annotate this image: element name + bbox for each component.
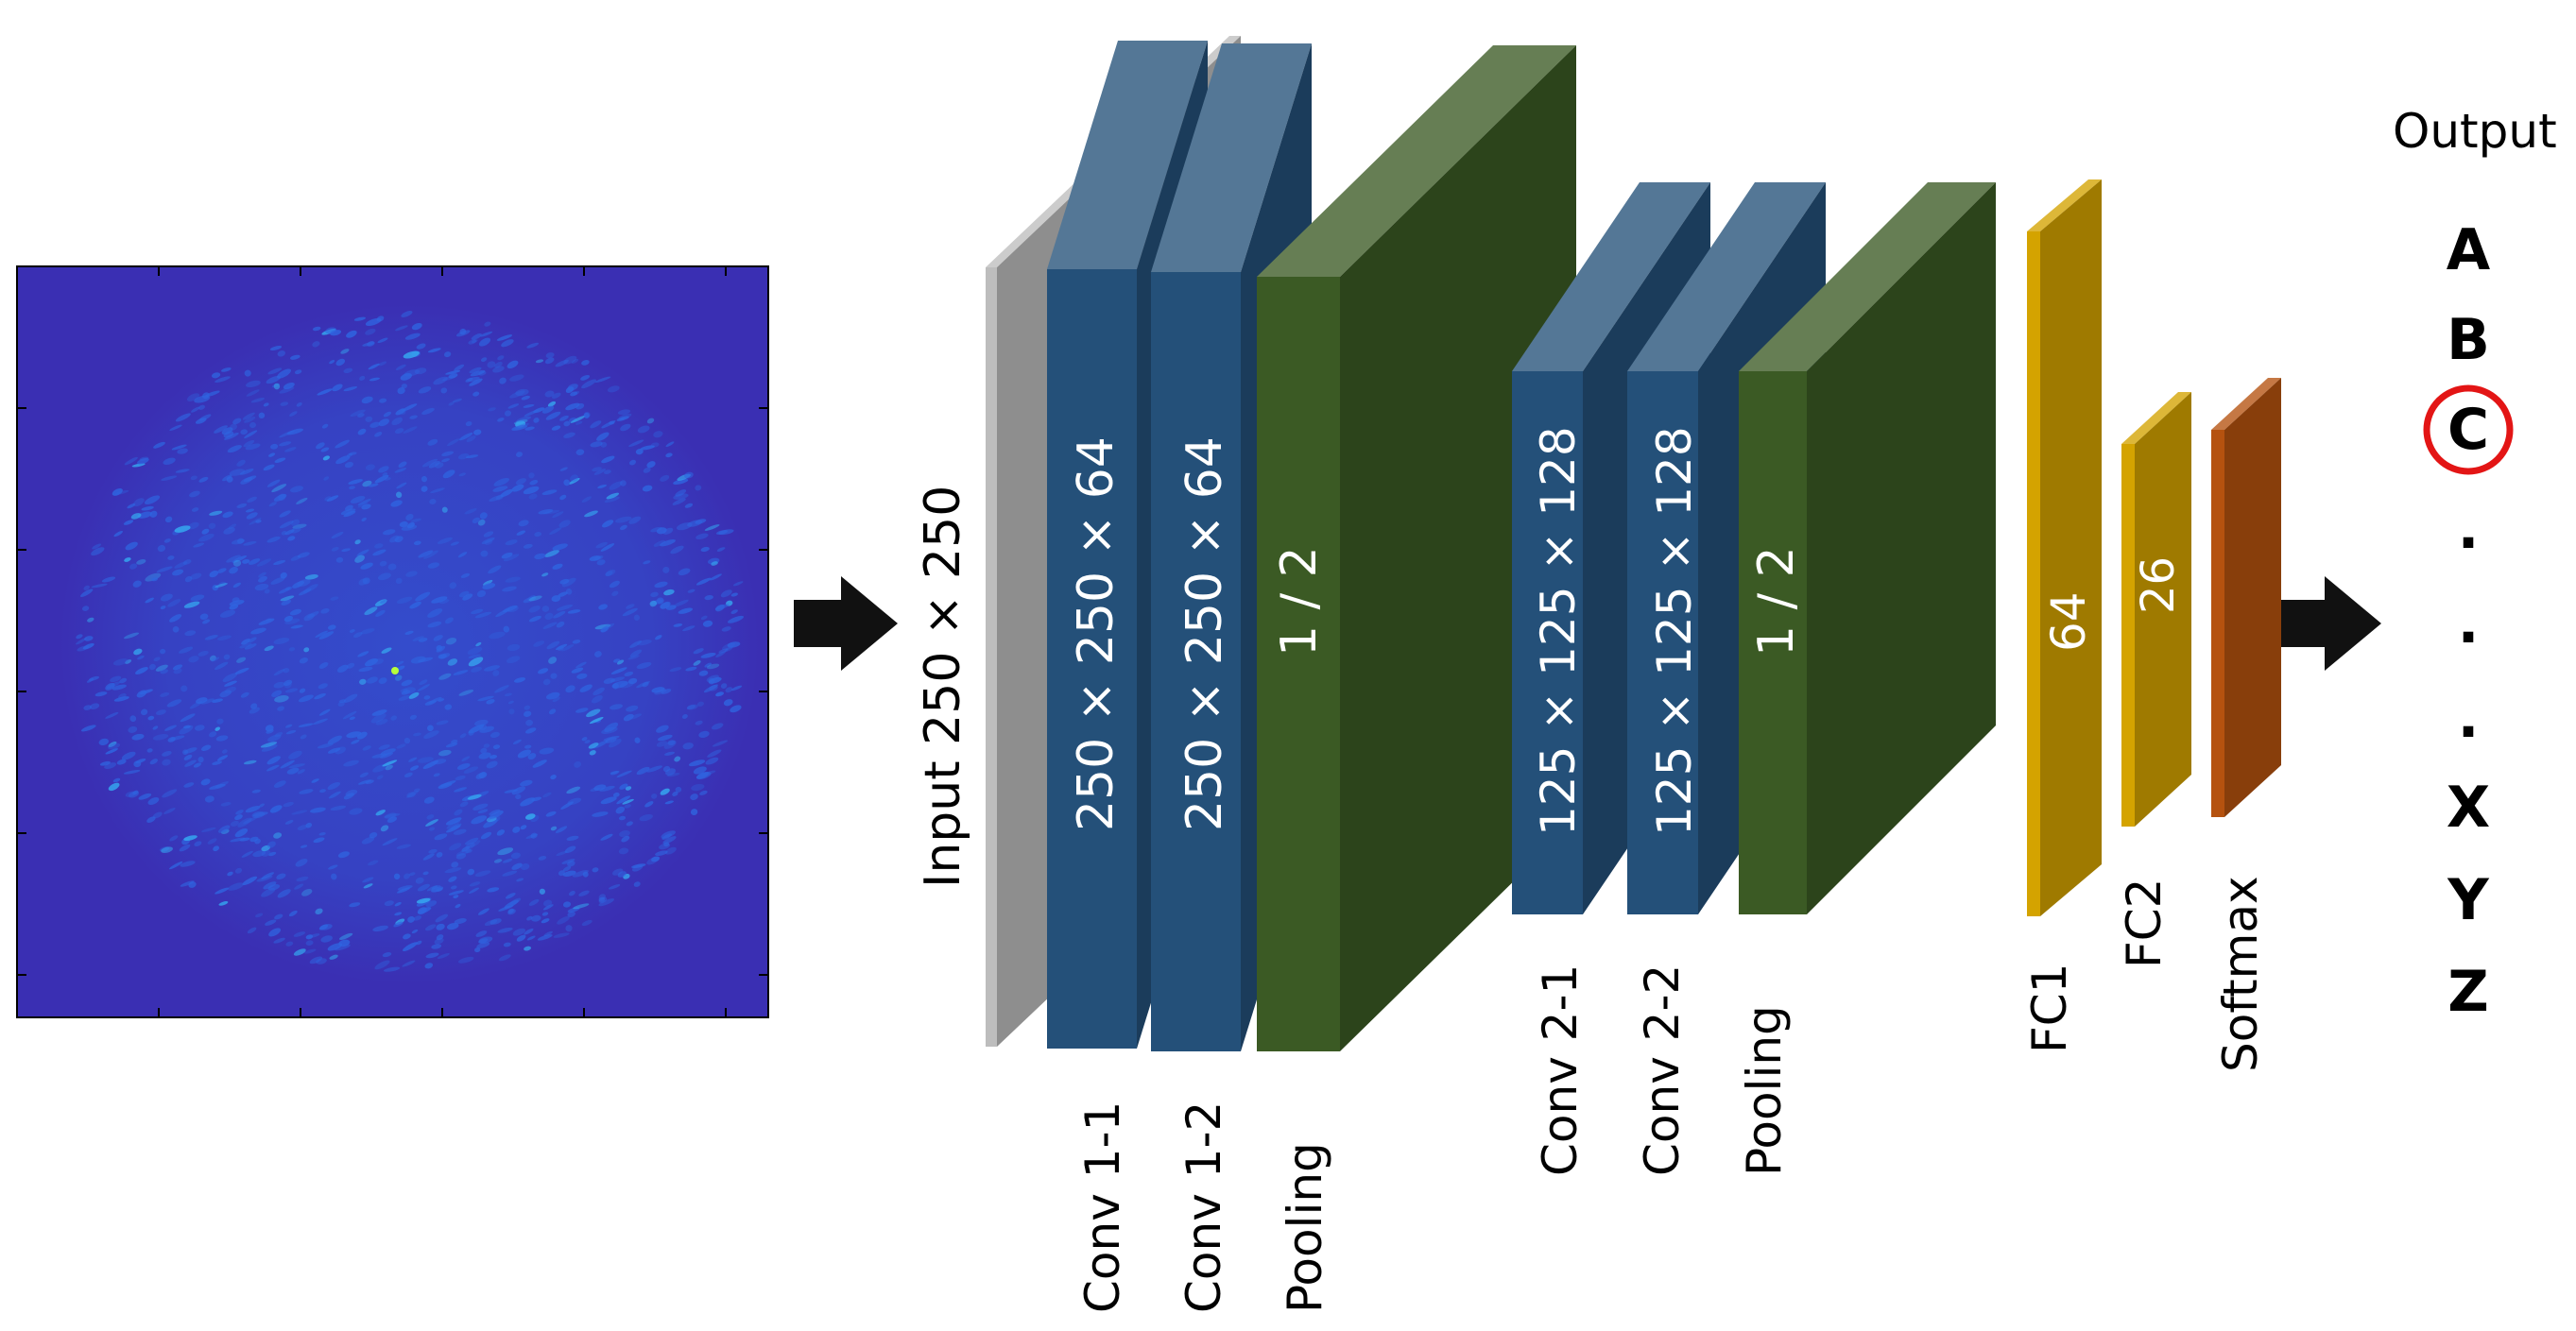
label-pool2: Pooling bbox=[1737, 1005, 1792, 1176]
label-conv2-1: Conv 2-1 bbox=[1533, 964, 1588, 1176]
input-image-speckle bbox=[76, 311, 745, 972]
label-pool1: Pooling bbox=[1278, 1142, 1332, 1313]
output-letter-3: . bbox=[2457, 496, 2480, 562]
pool2-ratio: 1 / 2 bbox=[1748, 546, 1805, 657]
conv2-1-dims: 125 × 125 × 128 bbox=[1531, 426, 1586, 836]
input-size-label: Input 250 × 250 bbox=[915, 485, 971, 888]
conv2-2-dims: 125 × 125 × 128 bbox=[1647, 426, 1702, 836]
pool1-ratio: 1 / 2 bbox=[1271, 546, 1328, 657]
fc2-size: 26 bbox=[2132, 555, 2185, 614]
output-letter-4: . bbox=[2457, 590, 2480, 657]
label-fc2: FC2 bbox=[2117, 878, 2172, 968]
input-image-hotspot bbox=[391, 667, 399, 674]
arrow-input-to-network bbox=[794, 576, 898, 671]
output-letter-7: Y bbox=[2447, 867, 2489, 933]
output-letter-6: X bbox=[2446, 775, 2491, 841]
fc1-size: 64 bbox=[2041, 591, 2096, 652]
output-letter-5: . bbox=[2457, 685, 2480, 751]
input-image-disc bbox=[60, 304, 759, 984]
output-letter-1: B bbox=[2447, 307, 2490, 373]
output-letter-8: Z bbox=[2447, 959, 2489, 1025]
conv1-1-dims: 250 × 250 × 64 bbox=[1068, 436, 1125, 831]
output-letter-2: C bbox=[2447, 397, 2490, 463]
output-letter-0: A bbox=[2446, 217, 2491, 283]
label-conv1-1: Conv 1-1 bbox=[1075, 1101, 1130, 1313]
output-selected-ring bbox=[2423, 384, 2514, 475]
label-fc1: FC1 bbox=[2022, 963, 2077, 1053]
label-conv1-2: Conv 1-2 bbox=[1176, 1101, 1231, 1313]
label-softmax: Softmax bbox=[2213, 876, 2268, 1072]
arrow-network-to-output bbox=[2277, 576, 2381, 671]
block-fc2 bbox=[2121, 392, 2191, 827]
input-image-frame bbox=[16, 265, 769, 1018]
conv1-2-dims: 250 × 250 × 64 bbox=[1176, 436, 1233, 831]
block-fc1 bbox=[2027, 179, 2102, 916]
block-softmax bbox=[2211, 378, 2281, 817]
label-conv2-2: Conv 2-2 bbox=[1635, 964, 1690, 1176]
block-pooling-2 bbox=[1739, 182, 1996, 914]
output-title: Output bbox=[2393, 104, 2557, 159]
